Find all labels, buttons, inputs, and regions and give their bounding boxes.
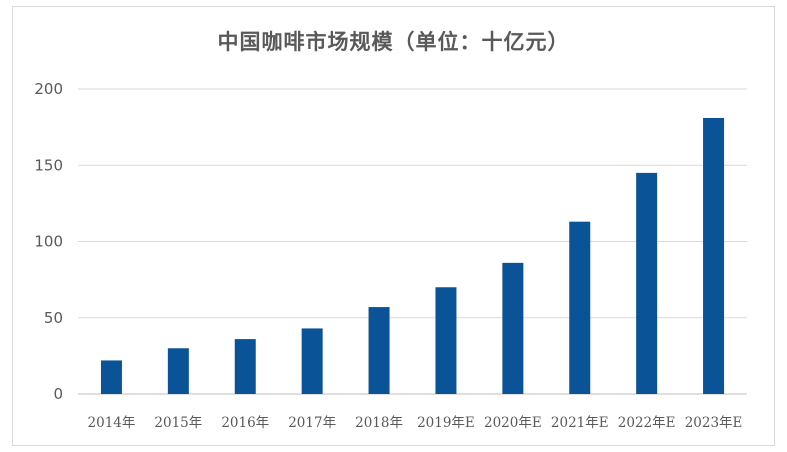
x-tick-label: 2014年: [88, 415, 136, 431]
y-tick-label: 100: [34, 233, 63, 251]
x-tick-label: 2022年E: [618, 415, 676, 431]
bar: [569, 221, 591, 394]
x-tick-label: 2023年E: [685, 415, 743, 431]
x-tick-label: 2021年E: [551, 415, 609, 431]
bar: [636, 172, 658, 394]
bar: [100, 360, 122, 394]
y-tick-label: 50: [44, 309, 63, 327]
chart-title: 中国咖啡市场规模（单位：十亿元）: [217, 29, 570, 54]
x-tick-label: 2019年E: [417, 415, 475, 431]
x-tick-label: 2016年: [221, 415, 269, 431]
bar: [301, 328, 323, 394]
bar: [234, 339, 256, 394]
x-tick-label: 2018年: [355, 415, 403, 431]
x-tick-label: 2017年: [288, 415, 336, 431]
y-tick-label: 0: [53, 385, 63, 403]
x-axis-ticks: 2014年 2015年 2016年 2017年 2018年 2019年E 2020年E 202…: [88, 415, 743, 431]
bar: [703, 117, 725, 394]
y-tick-label: 200: [34, 80, 63, 98]
bar: [502, 262, 524, 394]
bar: [167, 348, 189, 394]
bar: [435, 287, 457, 394]
y-axis-ticks: 0 50 100 150 200: [34, 80, 63, 403]
bars: [100, 117, 725, 394]
gridlines: [78, 88, 747, 395]
bar: [368, 307, 390, 394]
y-tick-label: 150: [34, 156, 63, 174]
x-tick-label: 2015年: [154, 415, 202, 431]
x-tick-label: 2020年E: [484, 415, 542, 431]
